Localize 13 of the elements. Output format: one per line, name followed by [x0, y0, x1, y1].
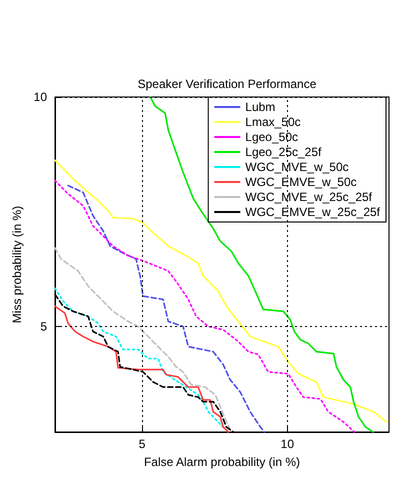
legend-label: Lgeo_25c_25f	[245, 145, 322, 159]
x-axis-title: False Alarm probability (in %)	[144, 455, 300, 469]
legend-label: WGC_MVE_w_50c	[245, 160, 349, 174]
legend-label: Lgeo_50c	[245, 130, 298, 144]
legend-label: WGC_EMVE_w_25c_25f	[245, 205, 381, 219]
legend-label: Lmax_50c	[245, 115, 301, 129]
chart-title: Speaker Verification Performance	[138, 77, 317, 91]
legend-label: WGC_MVE_w_25c_25f	[245, 190, 373, 204]
legend-label: WGC_EMVE_w_50c	[245, 175, 357, 189]
line-series	[54, 160, 388, 423]
line-series	[54, 247, 232, 433]
legend-label: Lubm	[245, 100, 276, 114]
y-axis-title: Miss probability (in %)	[10, 206, 24, 324]
